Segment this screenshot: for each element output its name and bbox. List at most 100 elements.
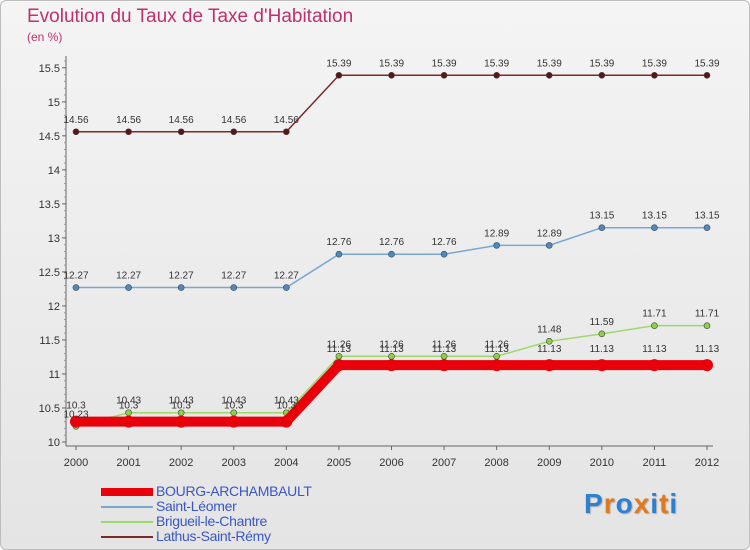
data-point-bourg-archambault xyxy=(227,415,240,428)
legend-label-brigueil-le-chantre: Brigueil-le-Chantre xyxy=(156,513,268,529)
data-label-brigueil-le-chantre: 11.71 xyxy=(695,309,720,320)
data-label-lathus-saint-remy: 14.56 xyxy=(63,115,88,126)
data-point-bourg-archambault xyxy=(332,359,345,372)
data-point-lathus-saint-remy xyxy=(230,128,238,136)
data-point-brigueil-le-chantre xyxy=(703,322,711,329)
data-point-bourg-archambault xyxy=(490,359,503,372)
data-label-bourg-archambault: 11.13 xyxy=(432,344,457,355)
data-label-lathus-saint-remy: 15.39 xyxy=(537,58,562,69)
data-label-lathus-saint-remy: 14.56 xyxy=(169,115,194,126)
legend-swatch-brigueil-le-chantre xyxy=(101,521,153,523)
data-point-saint-leomer xyxy=(72,284,80,291)
data-label-lathus-saint-remy: 15.39 xyxy=(379,58,404,69)
brand-letter: P xyxy=(584,488,604,519)
data-label-bourg-archambault: 11.13 xyxy=(379,344,404,355)
data-point-lathus-saint-remy xyxy=(440,71,448,79)
y-tick-label: 11 xyxy=(49,369,60,381)
data-label-saint-leomer: 12.89 xyxy=(484,228,509,239)
data-label-saint-leomer: 12.27 xyxy=(169,271,194,282)
data-label-bourg-archambault: 11.13 xyxy=(642,344,667,355)
y-tick-label: 12.5 xyxy=(39,267,60,279)
data-point-saint-leomer xyxy=(598,224,606,231)
x-tick-label: 2012 xyxy=(695,457,719,469)
data-point-bourg-archambault xyxy=(385,359,398,372)
data-label-bourg-archambault: 11.13 xyxy=(537,344,562,355)
data-label-bourg-archambault: 10.3 xyxy=(171,401,191,412)
data-label-saint-leomer: 12.76 xyxy=(326,237,351,248)
data-point-bourg-archambault xyxy=(280,415,293,428)
data-point-lathus-saint-remy xyxy=(545,71,553,79)
data-point-saint-leomer xyxy=(177,284,185,291)
data-point-lathus-saint-remy xyxy=(651,71,658,79)
data-point-bourg-archambault xyxy=(70,415,82,428)
data-label-brigueil-le-chantre: 10.43 xyxy=(116,396,141,407)
x-tick-label: 2001 xyxy=(116,457,140,469)
data-point-brigueil-le-chantre xyxy=(651,322,658,329)
data-label-lathus-saint-remy: 15.39 xyxy=(642,58,667,69)
legend-item-bourg-archambault[interactable]: BOURG-ARCHAMBAULT xyxy=(101,483,431,500)
data-label-saint-leomer: 12.76 xyxy=(432,237,457,248)
x-tick-label: 2009 xyxy=(537,457,561,469)
data-label-brigueil-le-chantre: 11.59 xyxy=(590,317,615,328)
data-point-lathus-saint-remy xyxy=(493,71,500,79)
data-label-saint-leomer: 13.15 xyxy=(642,211,667,222)
data-label-lathus-saint-remy: 14.56 xyxy=(274,115,299,126)
data-point-brigueil-le-chantre xyxy=(598,330,606,338)
data-label-lathus-saint-remy: 15.39 xyxy=(694,58,719,69)
legend-item-saint-leomer[interactable]: Saint-Léomer xyxy=(101,498,431,515)
data-label-lathus-saint-remy: 15.39 xyxy=(589,58,614,69)
data-label-saint-leomer: 12.27 xyxy=(221,271,246,282)
y-tick-label: 11.5 xyxy=(39,335,60,347)
y-tick-label: 13 xyxy=(48,233,60,245)
data-point-saint-leomer xyxy=(283,284,290,291)
x-tick-label: 2005 xyxy=(327,457,351,469)
data-label-lathus-saint-remy: 14.56 xyxy=(116,115,141,126)
data-label-brigueil-le-chantre: 11.48 xyxy=(537,324,562,335)
x-tick-label: 2010 xyxy=(590,457,614,469)
x-tick-label: 2006 xyxy=(379,457,403,469)
data-point-saint-leomer xyxy=(651,224,658,231)
x-tick-label: 2004 xyxy=(274,457,298,469)
data-label-brigueil-le-chantre: 10.43 xyxy=(221,396,246,407)
x-tick-label: 2008 xyxy=(484,457,508,469)
data-point-saint-leomer xyxy=(440,250,448,258)
data-label-bourg-archambault: 10.3 xyxy=(224,401,244,412)
data-point-brigueil-le-chantre xyxy=(545,338,553,345)
data-label-lathus-saint-remy: 15.39 xyxy=(484,58,509,69)
legend-item-brigueil-le-chantre[interactable]: Brigueil-le-Chantre xyxy=(101,513,431,530)
brand-letter: i xyxy=(650,488,660,519)
y-tick-label: 12 xyxy=(48,301,60,313)
brand-letter: o xyxy=(615,488,634,519)
data-label-bourg-archambault: 11.13 xyxy=(485,344,510,355)
data-label-brigueil-le-chantre: 11.26 xyxy=(432,339,457,350)
x-tick-label: 2011 xyxy=(643,457,667,469)
proxiti-logo: Proxiti xyxy=(584,488,678,520)
brand-letter: x xyxy=(633,488,651,519)
data-label-saint-leomer: 13.15 xyxy=(589,211,614,222)
data-label-bourg-archambault: 11.13 xyxy=(590,344,615,355)
data-label-brigueil-le-chantre: 10.43 xyxy=(274,396,299,407)
data-label-bourg-archambault: 11.13 xyxy=(327,344,352,355)
y-tick-label: 13.5 xyxy=(39,199,60,211)
legend-label-bourg-archambault: BOURG-ARCHAMBAULT xyxy=(156,483,312,499)
data-label-lathus-saint-remy: 15.39 xyxy=(432,58,457,69)
data-point-bourg-archambault xyxy=(438,359,451,372)
data-point-saint-leomer xyxy=(230,284,238,291)
data-label-saint-leomer: 12.27 xyxy=(274,271,299,282)
data-label-saint-leomer: 12.76 xyxy=(379,237,404,248)
data-label-brigueil-le-chantre: 11.26 xyxy=(379,339,404,350)
data-label-brigueil-le-chantre: 10.23 xyxy=(63,409,88,420)
y-tick-label: 14.5 xyxy=(39,131,60,143)
chart-title: Evolution du Taux de Taxe d'Habitation xyxy=(27,6,354,27)
y-tick-label: 14 xyxy=(48,165,60,177)
legend-swatch-bourg-archambault xyxy=(101,488,153,496)
data-point-saint-leomer xyxy=(545,242,553,249)
data-point-lathus-saint-remy xyxy=(72,128,80,136)
chart-unit-label: (en %) xyxy=(27,30,63,44)
legend-item-lathus-saint-remy[interactable]: Lathus-Saint-Rémy xyxy=(101,528,431,545)
data-label-lathus-saint-remy: 14.56 xyxy=(221,115,246,126)
data-label-brigueil-le-chantre: 11.71 xyxy=(642,309,667,320)
data-point-bourg-archambault xyxy=(595,359,608,372)
